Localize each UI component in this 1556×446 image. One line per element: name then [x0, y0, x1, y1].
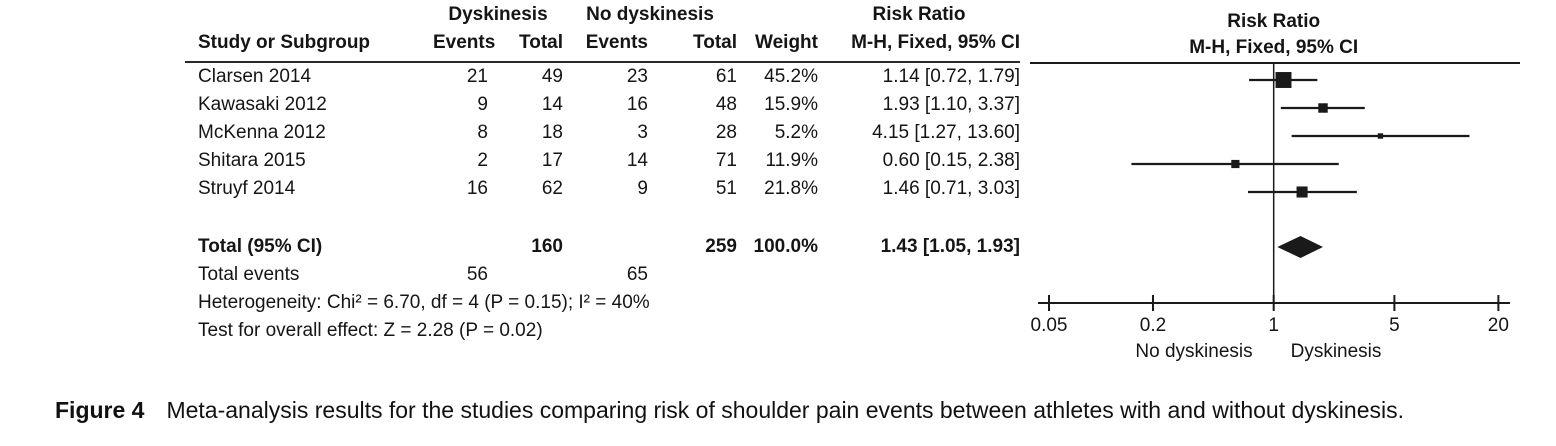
spacer-cell	[737, 261, 818, 289]
meta-analysis-table: Dyskinesis No dyskinesis Risk Ratio Stud…	[185, 0, 1020, 345]
overall-effect-text: Test for overall effect: Z = 2.28 (P = 0…	[198, 320, 543, 341]
table-row: Clarsen 2014 21 49 23 61 45.2% 1.14 [0.7…	[185, 63, 1020, 91]
axis-tick-label: 0.05	[1031, 315, 1068, 336]
study-marker	[1275, 72, 1292, 88]
cell-events-dyskinesis: 8	[477, 122, 488, 143]
cell-events-no-dyskinesis: 3	[637, 122, 648, 143]
cell-weight: 11.9%	[765, 150, 818, 171]
total-events-label: Total events	[198, 264, 300, 285]
total-events-no-dyskinesis: 65	[626, 264, 648, 285]
total-events-row: Total events 56 65	[185, 261, 1020, 289]
axis-tick-label: 5	[1389, 315, 1400, 336]
total-weight: 100.0%	[753, 236, 818, 257]
forest-plot: Risk Ratio M-H, Fixed, 95% CI 0.05 0.2 1 5 20 N…	[1030, 11, 1520, 362]
axis-tick-label: 20	[1488, 315, 1509, 336]
col-header-total-no-dyskinesis: Total	[693, 32, 737, 53]
col-header-weight: Weight	[755, 32, 818, 53]
cell-study: McKenna 2012	[198, 122, 326, 143]
total-diamond	[1277, 236, 1324, 258]
cell-weight: 5.2%	[774, 122, 818, 143]
total-dyskinesis-n: 160	[531, 236, 563, 257]
spacer-cell	[737, 0, 818, 30]
cell-study: Clarsen 2014	[198, 66, 312, 87]
figure-caption: Figure 4 Meta-analysis results for the st…	[55, 395, 1535, 425]
favours-no-dyskinesis-label: No dyskinesis	[1135, 341, 1252, 362]
col-header-events-dyskinesis: Events	[433, 32, 496, 53]
table-group-header-row: Dyskinesis No dyskinesis Risk Ratio	[185, 0, 1020, 30]
total-label: Total (95% CI)	[198, 236, 323, 257]
plot-header-mh-fixed-ci: M-H, Fixed, 95% CI	[1189, 37, 1358, 58]
spacer-cell	[488, 261, 563, 289]
figure-caption-label: Figure 4	[55, 397, 145, 423]
cell-total-dyskinesis: 49	[541, 66, 563, 87]
cell-events-no-dyskinesis: 9	[637, 178, 648, 199]
cell-total-dyskinesis: 14	[541, 94, 563, 115]
cell-risk-ratio-ci: 4.15 [1.27, 13.60]	[872, 122, 1020, 143]
table-row: Struyf 2014 16 62 9 51 21.8% 1.46 [0.71,…	[185, 175, 1020, 203]
axis-tick-label: 0.2	[1140, 315, 1166, 336]
cell-total-no-dyskinesis: 28	[715, 122, 737, 143]
spacer-cell	[185, 0, 433, 30]
spacer-cell	[818, 261, 1020, 289]
cell-risk-ratio-ci: 1.14 [0.72, 1.79]	[882, 66, 1020, 87]
forest-plot-panel: Dyskinesis No dyskinesis Risk Ratio Stud…	[185, 0, 1520, 362]
cell-total-no-dyskinesis: 71	[715, 150, 737, 171]
cell-events-dyskinesis: 2	[477, 150, 488, 171]
spacer-cell	[563, 233, 648, 261]
cell-total-no-dyskinesis: 61	[715, 66, 737, 87]
table-column-header-row: Study or Subgroup Events Total Events To…	[185, 30, 1020, 63]
total-no-dyskinesis-n: 259	[705, 236, 737, 257]
cell-study: Struyf 2014	[198, 178, 296, 199]
cell-total-no-dyskinesis: 51	[715, 178, 737, 199]
total-risk-ratio-ci: 1.43 [1.05, 1.93]	[880, 236, 1020, 257]
table-row: Shitara 2015 2 17 14 71 11.9% 0.60 [0.15…	[185, 147, 1020, 175]
cell-total-no-dyskinesis: 48	[715, 94, 737, 115]
cell-total-dyskinesis: 62	[541, 178, 563, 199]
total-events-dyskinesis: 56	[466, 264, 488, 285]
cell-study: Shitara 2015	[198, 150, 306, 171]
figure-caption-text: Meta-analysis results for the studies co…	[166, 397, 1404, 423]
heterogeneity-text: Heterogeneity: Chi² = 6.70, df = 4 (P = …	[198, 292, 650, 313]
col-header-study: Study or Subgroup	[198, 32, 371, 53]
cell-events-dyskinesis: 21	[466, 66, 488, 87]
group-header-risk-ratio: Risk Ratio	[872, 4, 966, 25]
study-marker	[1231, 159, 1240, 169]
group-header-dyskinesis: Dyskinesis	[448, 4, 548, 25]
table-row: McKenna 2012 8 18 3 28 5.2% 4.15 [1.27, …	[185, 119, 1020, 147]
cell-events-no-dyskinesis: 23	[626, 66, 648, 87]
col-header-mh-fixed-ci: M-H, Fixed, 95% CI	[851, 32, 1020, 53]
study-marker	[1318, 103, 1328, 113]
cell-risk-ratio-ci: 1.46 [0.71, 3.03]	[882, 178, 1020, 199]
cell-events-dyskinesis: 9	[477, 94, 488, 115]
study-marker	[1296, 186, 1308, 198]
study-marker	[1377, 133, 1384, 139]
group-header-no-dyskinesis: No dyskinesis	[586, 4, 714, 25]
spacer-cell	[433, 233, 488, 261]
col-header-events-no-dyskinesis: Events	[585, 32, 648, 53]
col-header-total-dyskinesis: Total	[519, 32, 563, 53]
cell-total-dyskinesis: 18	[541, 122, 563, 143]
table-row: Kawasaki 2012 9 14 16 48 15.9% 1.93 [1.1…	[185, 91, 1020, 119]
favours-dyskinesis-label: Dyskinesis	[1291, 341, 1382, 362]
cell-study: Kawasaki 2012	[198, 94, 327, 115]
total-row: Total (95% CI) 160 259 100.0% 1.43 [1.05…	[185, 233, 1020, 261]
cell-risk-ratio-ci: 1.93 [1.10, 3.37]	[882, 94, 1020, 115]
cell-risk-ratio-ci: 0.60 [0.15, 2.38]	[882, 150, 1020, 171]
cell-events-no-dyskinesis: 14	[626, 150, 648, 171]
cell-events-no-dyskinesis: 16	[626, 94, 648, 115]
cell-events-dyskinesis: 16	[466, 178, 488, 199]
cell-total-dyskinesis: 17	[541, 150, 563, 171]
cell-weight: 45.2%	[764, 66, 818, 87]
axis-tick-label: 1	[1268, 315, 1279, 336]
cell-weight: 15.9%	[764, 94, 818, 115]
table-spacer	[185, 203, 1020, 233]
spacer-cell	[648, 261, 737, 289]
cell-weight: 21.8%	[764, 178, 818, 199]
plot-header-risk-ratio: Risk Ratio	[1227, 11, 1320, 32]
